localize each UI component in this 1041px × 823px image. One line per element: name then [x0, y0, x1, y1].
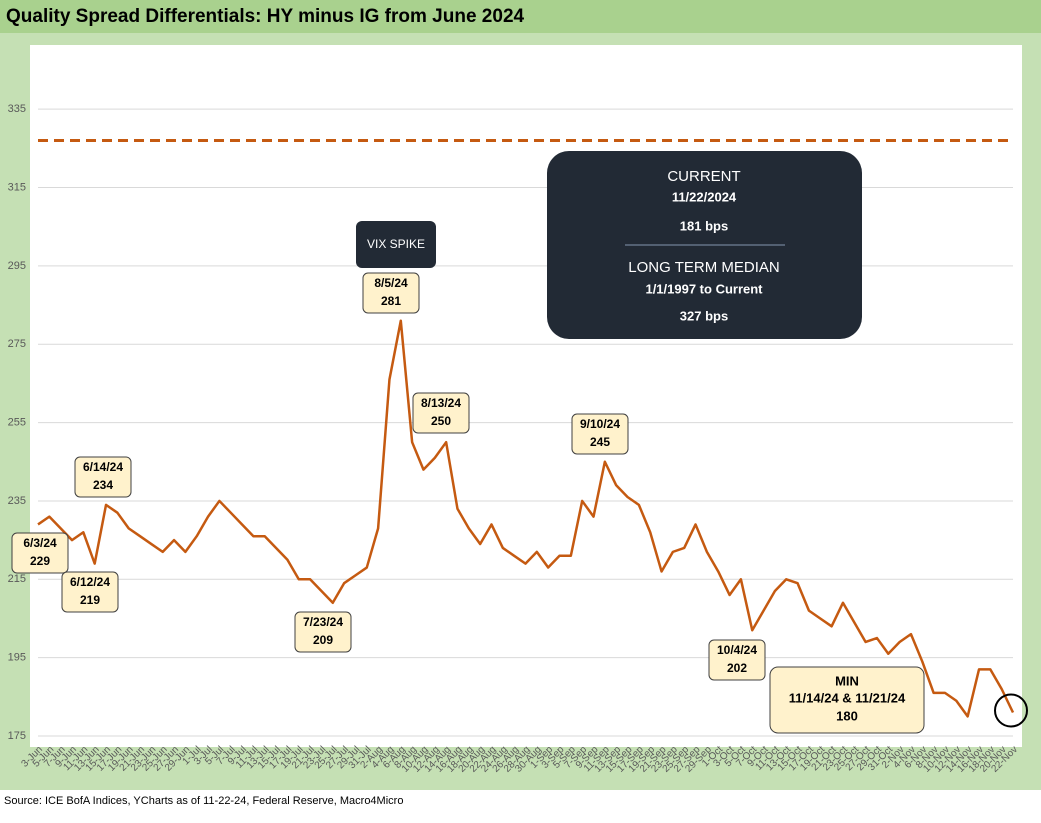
min-date: 11/14/24 & 11/21/24	[789, 690, 906, 705]
callout-box	[362, 272, 420, 314]
callout-value: 245	[590, 435, 610, 449]
callout-box	[412, 392, 470, 434]
callout-value: 209	[313, 633, 333, 647]
callout-box	[708, 639, 766, 681]
info-text: LONG TERM MEDIAN	[628, 259, 779, 276]
info-text: 11/22/2024	[672, 189, 737, 204]
callout-box	[74, 456, 132, 498]
callout-date: 9/10/24	[580, 417, 620, 431]
callout-date: 10/4/24	[717, 643, 757, 657]
callout-box	[61, 571, 119, 613]
callout-date: 6/3/24	[23, 536, 57, 550]
callout-value: 219	[80, 593, 100, 607]
y-tick-label: 295	[8, 260, 26, 272]
info-text: CURRENT	[667, 168, 740, 185]
callout-value: 202	[727, 661, 747, 675]
info-text: 1/1/1997 to Current	[645, 281, 763, 296]
callout-value: 250	[431, 414, 451, 428]
callout-box	[294, 611, 352, 653]
min-box	[769, 666, 925, 734]
callout-date: 7/23/24	[303, 615, 343, 629]
info-text: 181 bps	[680, 218, 728, 233]
spike-box	[356, 221, 436, 268]
callout-date: 6/12/24	[70, 575, 110, 589]
y-tick-label: 315	[8, 181, 26, 193]
highlight-circle	[994, 693, 1028, 728]
source-note: Source: ICE BofA Indices, YCharts as of …	[4, 795, 403, 807]
y-tick-label: 195	[8, 652, 26, 664]
plot-area	[30, 45, 1022, 747]
y-tick-label: 235	[8, 495, 26, 507]
callout-value: 234	[93, 478, 113, 492]
callout-date: 8/5/24	[374, 276, 408, 290]
info-text: 327 bps	[680, 308, 728, 323]
min-value: 180	[836, 708, 858, 723]
chart-title: Quality Spread Differentials: HY minus I…	[6, 6, 525, 27]
y-tick-label: 255	[8, 416, 26, 428]
min-title: MIN	[835, 673, 859, 688]
callout-box	[11, 532, 69, 574]
y-tick-label: 275	[8, 338, 26, 350]
y-tick-label: 215	[8, 573, 26, 585]
y-tick-label: 335	[8, 103, 26, 115]
callout-date: 6/14/24	[83, 460, 123, 474]
callout-value: 281	[381, 294, 401, 308]
callout-box	[571, 413, 629, 455]
spike-label: VIX SPIKE	[367, 237, 425, 251]
callout-value: 229	[30, 554, 50, 568]
y-tick-label: 175	[8, 730, 26, 742]
callout-date: 8/13/24	[421, 396, 461, 410]
data-line	[37, 319, 1015, 718]
title-bar	[0, 0, 1041, 33]
